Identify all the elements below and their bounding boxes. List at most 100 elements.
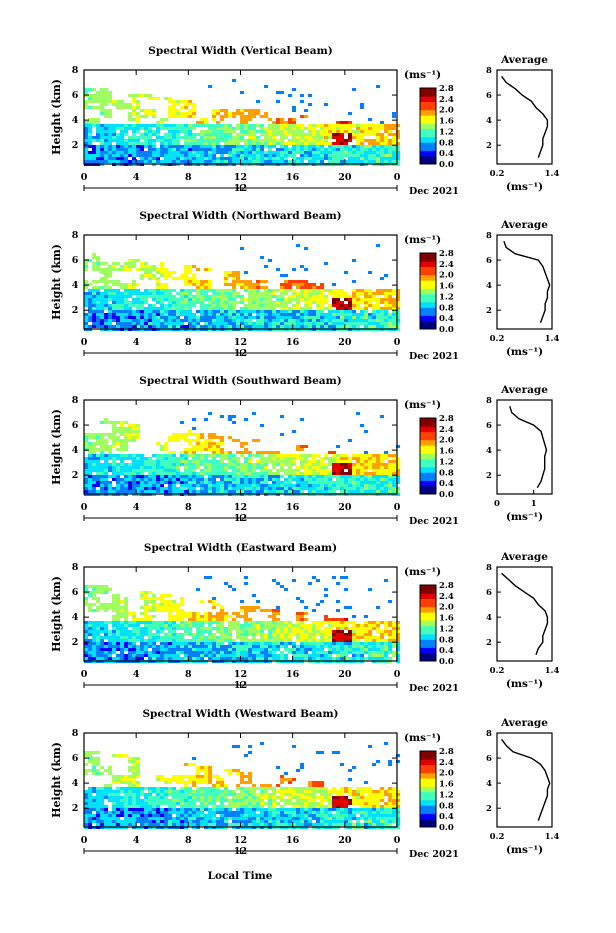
heatmap-cell [268, 292, 272, 295]
heatmap-cell [156, 621, 160, 624]
heatmap-cell [344, 457, 348, 460]
heatmap-cell [200, 286, 204, 289]
heatmap-cell [96, 475, 100, 478]
heatmap-cell [140, 133, 144, 136]
heatmap-cell [132, 118, 136, 121]
heatmap-cell [392, 490, 396, 493]
heatmap-cell [212, 148, 216, 151]
heatmap-cell [352, 289, 356, 292]
heatmap-cell [320, 307, 324, 310]
heatmap-cell [252, 469, 256, 472]
heatmap-cell [352, 487, 356, 490]
colorbar-tick-label: 1.6 [439, 447, 454, 457]
heatmap-cell [216, 460, 220, 463]
heatmap-cell [156, 136, 160, 139]
heatmap-cell [376, 322, 380, 325]
heatmap-cell [120, 490, 124, 493]
heatmap-cell [272, 325, 276, 328]
heatmap-cell [296, 597, 300, 600]
heatmap-cell [316, 310, 320, 313]
heatmap-cell [284, 657, 288, 660]
heatmap-cell [260, 316, 264, 319]
heatmap-cell [240, 645, 244, 648]
heatmap-cell [304, 463, 308, 466]
heatmap-cell [204, 268, 208, 271]
heatmap-cell [276, 645, 280, 648]
heatmap-cell [148, 654, 152, 657]
heatmap-cell [232, 490, 236, 493]
heatmap-cell [192, 478, 196, 481]
heatmap-cell [136, 627, 140, 630]
heatmap-cell [216, 615, 220, 618]
heatmap-cell [96, 657, 100, 660]
heatmap-cell [244, 481, 248, 484]
heatmap-cell [128, 103, 132, 106]
heatmap-cell [128, 127, 132, 130]
heatmap-cell [296, 612, 300, 615]
heatmap-cell [260, 298, 264, 301]
heatmap-cell [184, 289, 188, 292]
heatmap-cell [272, 142, 276, 145]
heatmap-cell [240, 475, 244, 478]
heatmap-cell [304, 109, 308, 112]
heatmap-cell [288, 463, 292, 466]
heatmap-cell [284, 472, 288, 475]
heatmap-cell [380, 457, 384, 460]
heatmap-cell [100, 151, 104, 154]
heatmap-cell [336, 484, 340, 487]
heatmap-cell [240, 445, 244, 448]
heatmap-cell [336, 310, 340, 313]
heatmap-cell [348, 298, 352, 301]
heatmap-cell [376, 292, 380, 295]
heatmap-cell [156, 609, 160, 612]
heatmap-cell [236, 612, 240, 615]
heatmap-cell [288, 633, 292, 636]
heatmap-cell [256, 475, 260, 478]
heatmap-cell [204, 280, 208, 283]
heatmap-cell [224, 648, 228, 651]
heatmap-cell [92, 627, 96, 630]
heatmap-cell [168, 454, 172, 457]
heatmap-cell [108, 313, 112, 316]
heatmap-cell [288, 133, 292, 136]
heatmap-cell [300, 283, 304, 286]
heatmap-cell [384, 478, 388, 481]
heatmap-cell [208, 484, 212, 487]
heatmap-cell [116, 310, 120, 313]
heatmap-cell [92, 603, 96, 606]
heatmap-cell [224, 487, 228, 490]
heatmap-cell [372, 484, 376, 487]
heatmap-cell [272, 289, 276, 292]
heatmap-cell [336, 301, 340, 304]
heatmap-cell [212, 304, 216, 307]
heatmap-cell [368, 475, 372, 478]
heatmap-cell [300, 457, 304, 460]
heatmap-cell [188, 289, 192, 292]
heatmap-cell [356, 304, 360, 307]
heatmap-cell [132, 265, 136, 268]
heatmap-cell [140, 633, 144, 636]
heatmap-cell [284, 157, 288, 160]
heatmap-cell [376, 319, 380, 322]
heatmap-cell [196, 319, 200, 322]
heatmap-cell [140, 151, 144, 154]
heatmap-cell [192, 487, 196, 490]
heatmap-cell [376, 481, 380, 484]
heatmap-cell [336, 472, 340, 475]
heatmap-cell [180, 639, 184, 642]
heatmap-cell [188, 639, 192, 642]
heatmap-cell [256, 487, 260, 490]
x-tick-label: 20 [338, 502, 352, 513]
heatmap-cell [188, 460, 192, 463]
heatmap-cell [260, 160, 264, 163]
heatmap-cell [104, 160, 108, 163]
heatmap-cell [204, 136, 208, 139]
heatmap-cell [380, 145, 384, 148]
heatmap-cell [188, 295, 192, 298]
heatmap-cell [292, 319, 296, 322]
heatmap-cell [176, 160, 180, 163]
heatmap-cell [356, 148, 360, 151]
heatmap-cell [380, 469, 384, 472]
heatmap-cell [184, 307, 188, 310]
heatmap-cell [96, 157, 100, 160]
